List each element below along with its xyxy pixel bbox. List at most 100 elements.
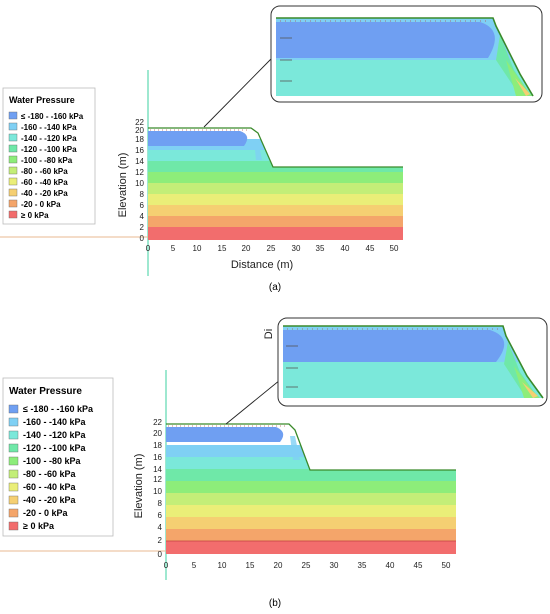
slope-surface-a [148,127,403,168]
x-tick-label: 35 [316,244,325,253]
legend-swatch [8,430,19,440]
zoom-inset-b [225,317,548,425]
legend-swatch [8,122,18,131]
y-tick-label: 18 [153,441,162,450]
y-tick-label: 18 [135,135,144,144]
x-tick-label: 25 [267,244,276,253]
legend-title: Water Pressure [9,386,82,397]
y-tick-label: 14 [153,465,162,474]
x-axis-a: 0 5 10 15 20 25 30 35 40 45 50 [146,244,399,253]
y-tick-label: 12 [153,475,162,484]
x-tick-label: 40 [341,244,350,253]
legend-swatch [8,210,18,219]
legend-swatch [8,177,18,186]
legend-a: Water Pressure ≤ -180 - -160 kPa -160 - … [2,87,96,225]
y-tick-label: 4 [158,523,163,532]
x-tick-label: 45 [414,561,423,570]
y-tick-label: 22 [135,118,144,127]
stray-axis-label-b: Di [263,329,275,339]
x-tick-label: 25 [302,561,311,570]
y-axis-a: 0 2 4 6 8 10 12 14 16 18 20 22 [135,118,144,243]
y-tick-label: 14 [135,157,144,166]
y-tick-label: 6 [158,511,163,520]
y-axis-b: 0 2 4 6 8 10 12 14 16 18 20 22 [153,418,162,559]
y-tick-label: 6 [140,201,145,210]
inset-leader-line [225,379,281,425]
x-tick-label: 30 [330,561,339,570]
y-tick-label: 8 [140,190,145,199]
x-tick-label: 15 [218,244,227,253]
legend-swatch [8,111,18,120]
slope-surface-b [166,423,456,471]
x-tick-label: 10 [218,561,227,570]
legend-label: -140 - -120 kPa [21,134,77,143]
legend-swatch [8,521,19,531]
legend-label: -100 - -80 kPa [23,456,82,466]
y-tick-label: 2 [158,536,163,545]
legend-items-b: ≤ -180 - -160 kPa -160 - -140 kPa -140 -… [8,404,94,531]
slope-model-a [148,131,403,240]
legend-items-a: ≤ -180 - -160 kPa -160 - -140 kPa -140 -… [8,111,84,220]
legend-label: -160 - -140 kPa [23,417,87,427]
slope-model-b [166,427,456,554]
x-axis-title-a: Distance (m) [231,259,293,271]
legend-label: -20 - 0 kPa [21,200,61,209]
y-tick-label: 20 [153,429,162,438]
x-tick-label: 5 [192,561,197,570]
legend-label: -100 - -80 kPa [21,156,73,165]
y-tick-label: 2 [140,223,145,232]
y-tick-label: 16 [135,146,144,155]
legend-label: ≤ -180 - -160 kPa [23,404,94,414]
y-tick-label: 12 [135,168,144,177]
legend-swatch [8,144,18,153]
legend-label: ≤ -180 - -160 kPa [21,112,84,121]
x-tick-label: 5 [171,244,176,253]
y-tick-label: 8 [158,499,163,508]
legend-label: ≥ 0 kPa [21,211,49,220]
legend-swatch [8,133,18,142]
y-tick-label: 0 [140,234,145,243]
x-axis-b: 0 5 10 15 20 25 30 35 40 45 50 [164,561,451,570]
x-tick-label: 0 [164,561,169,570]
x-tick-label: 20 [274,561,283,570]
legend-swatch [8,166,18,175]
x-tick-label: 45 [366,244,375,253]
legend-title: Water Pressure [9,95,75,105]
y-tick-label: 16 [153,453,162,462]
legend-swatch [8,188,18,197]
y-axis-title-b: Elevation (m) [133,454,145,519]
inset-leader-line [203,58,272,128]
legend-swatch [8,495,19,505]
x-tick-label: 40 [386,561,395,570]
legend-label: -120 - -100 kPa [23,443,87,453]
zoom-inset-a [203,5,543,128]
y-tick-label: 4 [140,212,145,221]
legend-label: -80 - -60 kPa [23,469,77,479]
legend-swatch [8,199,18,208]
legend-swatch [8,456,19,466]
y-tick-label: 20 [135,126,144,135]
legend-label: -120 - -100 kPa [21,145,77,154]
legend-label: -20 - 0 kPa [23,508,69,518]
legend-label: -160 - -140 kPa [21,123,77,132]
y-tick-label: 10 [153,487,162,496]
x-tick-label: 50 [390,244,399,253]
legend-label: -60 - -40 kPa [23,482,77,492]
x-tick-label: 50 [442,561,451,570]
legend-swatch [8,417,19,427]
x-tick-label: 30 [292,244,301,253]
legend-label: ≥ 0 kPa [23,521,55,531]
legend-label: -40 - -20 kPa [23,495,77,505]
panel-b: 0 2 4 6 8 10 12 14 16 18 20 22 0 5 10 15… [0,317,548,609]
y-tick-label: 22 [153,418,162,427]
legend-swatch [8,443,19,453]
x-tick-label: 15 [246,561,255,570]
legend-label: -140 - -120 kPa [23,430,87,440]
y-tick-label: 0 [158,550,163,559]
legend-swatch [8,482,19,492]
y-tick-label: 10 [135,179,144,188]
caption-a: (a) [269,282,281,293]
caption-b: (b) [269,598,281,609]
panel-a: 0 2 4 6 8 10 12 14 16 18 20 22 0 5 10 15… [0,5,543,293]
